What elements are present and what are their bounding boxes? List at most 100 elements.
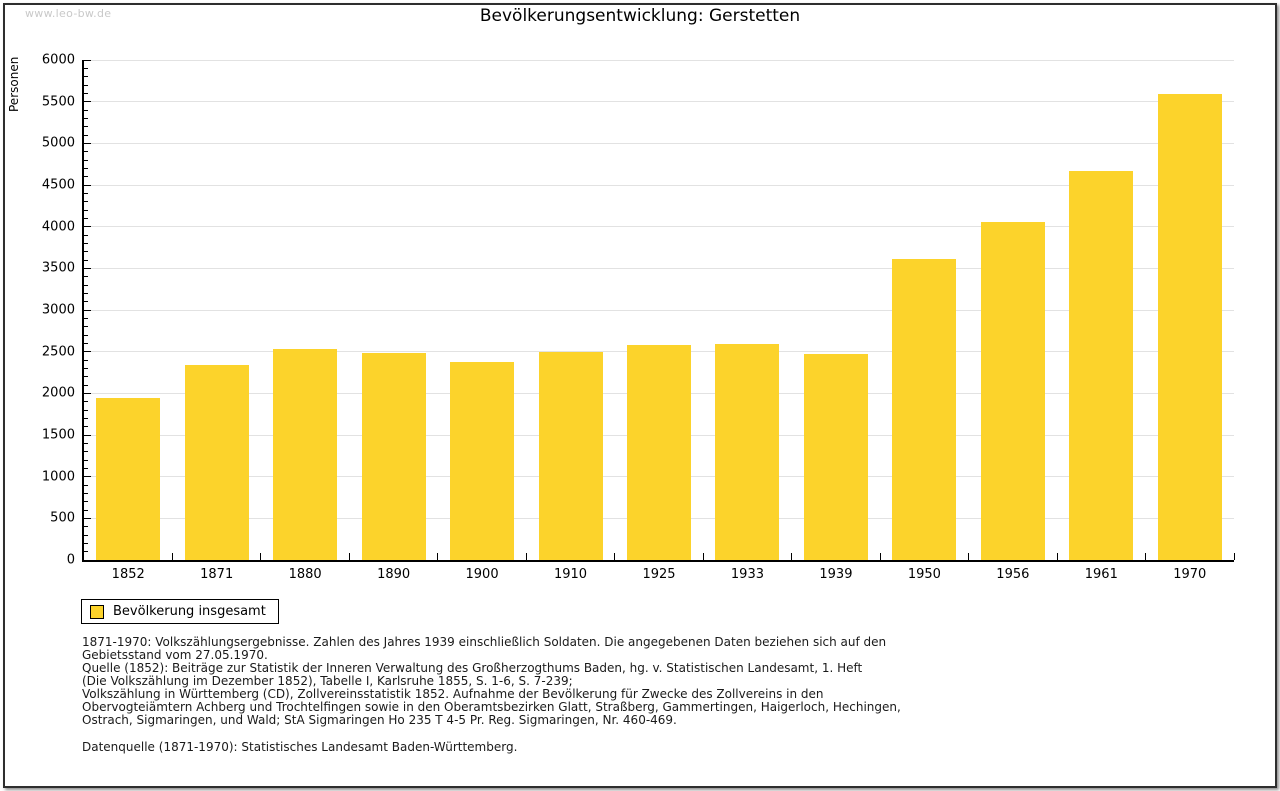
y-axis-minor-tick (84, 76, 88, 78)
footnotes: 1871-1970: Volkszählungsergebnisse. Zahl… (82, 636, 901, 727)
y-axis-major-tick (84, 434, 91, 436)
x-axis-tick (171, 553, 173, 560)
bar-1880 (273, 348, 338, 560)
footnote-line: Gebietsstand vom 27.05.1970. (82, 648, 268, 662)
x-axis-tick (348, 553, 350, 560)
y-axis-minor-tick (84, 201, 88, 203)
y-axis-minor-tick (84, 526, 88, 528)
y-axis-major-tick (84, 392, 91, 394)
y-tick-label: 1000 (41, 469, 75, 485)
y-tick-label: 0 (66, 552, 75, 568)
x-tick-label: 1961 (1084, 567, 1118, 582)
y-axis-major-tick (84, 184, 91, 186)
y-tick-label: 5000 (41, 135, 75, 151)
y-axis-minor-tick (84, 217, 88, 219)
y-tick-label: 1500 (41, 427, 75, 443)
y-axis-minor-tick (84, 151, 88, 153)
x-axis-tick (260, 553, 262, 560)
y-axis-minor-tick (84, 317, 88, 319)
y-axis-minor-tick (84, 234, 88, 236)
y-tick-label: 4500 (41, 177, 75, 193)
footnote-line: (Die Volkszählung im Dezember 1852), Tab… (82, 674, 573, 688)
x-axis-tick (968, 553, 970, 560)
bar-1939 (803, 354, 868, 560)
x-axis-tick (1145, 553, 1147, 560)
y-axis-minor-tick (84, 501, 88, 503)
y-tick-label: 3000 (41, 302, 75, 318)
watermark: www.leo-bw.de (25, 7, 112, 20)
x-tick-label: 1970 (1173, 567, 1207, 582)
y-tick-label: 500 (50, 510, 75, 526)
x-tick-label: 1900 (465, 567, 499, 582)
gridline (84, 309, 1234, 311)
y-axis-minor-tick (84, 109, 88, 111)
y-axis-minor-tick (84, 484, 88, 486)
y-axis-minor-tick (84, 384, 88, 386)
bar-1956 (980, 221, 1045, 560)
plot-area: 0 500 1000 1500 2000 2500 3000 3500 4000 4500 5000… (42, 54, 1235, 581)
y-axis-minor-tick (84, 451, 88, 453)
gridline (84, 267, 1234, 269)
y-axis-minor-tick (84, 284, 88, 286)
y-axis-minor-tick (84, 492, 88, 494)
x-tick-label: 1890 (377, 567, 411, 582)
y-tick-label: 3500 (41, 260, 75, 276)
y-axis-minor-tick (84, 534, 88, 536)
x-tick-label: 1950 (907, 567, 941, 582)
y-axis-minor-tick (84, 509, 88, 511)
x-axis-tick (525, 553, 527, 560)
bar-1933 (715, 344, 780, 560)
y-axis-minor-tick (84, 326, 88, 328)
legend: Bevölkerung insgesamt (81, 599, 279, 624)
bar-1910 (538, 352, 603, 560)
y-axis-minor-tick (84, 334, 88, 336)
bar-1890 (361, 352, 426, 560)
footnote-line: Volkszählung in Württemberg (CD), Zollve… (82, 687, 824, 701)
y-axis-minor-tick (84, 84, 88, 86)
y-axis-minor-tick (84, 276, 88, 278)
y-axis-minor-tick (84, 92, 88, 94)
x-axis-tick (702, 553, 704, 560)
bar-1871 (184, 365, 249, 560)
bar-1900 (450, 361, 515, 560)
x-tick-label: 1852 (111, 567, 145, 582)
y-axis-minor-tick (84, 542, 88, 544)
legend-label: Bevölkerung insgesamt (113, 604, 266, 619)
gridline (84, 184, 1234, 186)
y-axis-minor-tick (84, 67, 88, 69)
y-axis-minor-tick (84, 342, 88, 344)
x-tick-label: 1925 (642, 567, 676, 582)
footnote-line: Obervogteiämtern Achberg und Trochtelfin… (82, 700, 901, 714)
y-axis-major-tick (84, 267, 91, 269)
x-axis-tick (614, 553, 616, 560)
x-axis-tick (437, 553, 439, 560)
y-axis-major-tick (84, 476, 91, 478)
y-axis-minor-tick (84, 459, 88, 461)
x-tick-label: 1880 (288, 567, 322, 582)
bar-1950 (892, 258, 957, 560)
x-tick-label: 1871 (200, 567, 234, 582)
y-tick-label: 2500 (41, 344, 75, 360)
y-axis-minor-tick (84, 442, 88, 444)
y-axis-major-tick (84, 142, 91, 144)
y-axis-major-tick (84, 517, 91, 519)
gridline (84, 101, 1234, 103)
y-axis-major-tick (84, 226, 91, 228)
chart-canvas: www.leo-bw.de Bevölkerungsentwicklung: G… (3, 3, 1277, 788)
y-axis-minor-tick (84, 176, 88, 178)
y-axis-major-tick (84, 309, 91, 311)
y-tick-label: 4000 (41, 219, 75, 235)
footnote-line: Quelle (1852): Beiträge zur Statistik de… (82, 661, 863, 675)
y-axis-major-tick (84, 351, 91, 353)
datasource-note: Datenquelle (1871-1970): Statistisches L… (82, 740, 518, 754)
y-axis-minor-tick (84, 376, 88, 378)
x-tick-label: 1956 (996, 567, 1030, 582)
y-tick-label: 2000 (41, 385, 75, 401)
x-tick-label: 1939 (819, 567, 853, 582)
y-axis-minor-tick (84, 551, 88, 553)
y-axis-minor-tick (84, 134, 88, 136)
y-axis-minor-tick (84, 209, 88, 211)
y-axis-title: Personen (7, 56, 21, 112)
footnote-line: 1871-1970: Volkszählungsergebnisse. Zahl… (82, 635, 887, 649)
y-axis-minor-tick (84, 126, 88, 128)
